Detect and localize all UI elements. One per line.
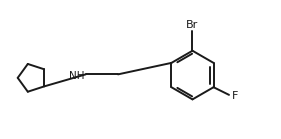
Text: F: F — [232, 91, 238, 100]
Text: NH: NH — [69, 71, 84, 81]
Text: Br: Br — [186, 20, 199, 30]
